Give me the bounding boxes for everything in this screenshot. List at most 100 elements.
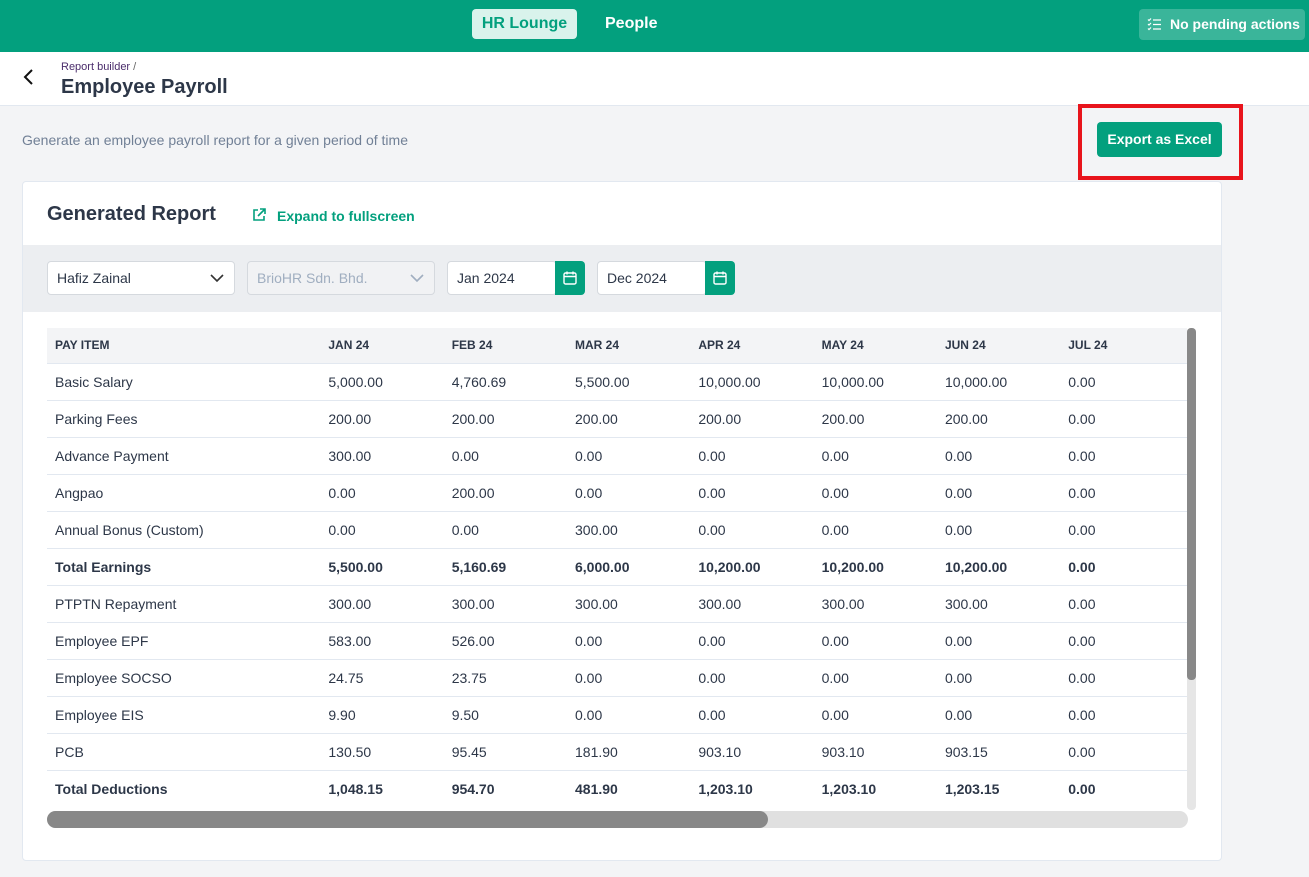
pay-item-cell: Advance Payment (47, 437, 321, 475)
table-row: PTPTN Repayment 300.00 300.00 300.00 300.00 3… (47, 585, 1187, 623)
amount-cell: 0.00 (1060, 622, 1184, 660)
chevron-down-icon (410, 274, 424, 283)
pay-item-cell: Parking Fees (47, 400, 321, 438)
amount-cell: 0.00 (1183, 733, 1187, 771)
amount-cell: 9.50 (443, 696, 567, 734)
amount-cell: 300.00 (936, 585, 1061, 623)
amount-cell: 200.00 (320, 400, 444, 438)
amount-cell: 200.00 (690, 400, 814, 438)
amount-cell: 0.00 (690, 622, 814, 660)
amount-cell: 0.00 (690, 511, 814, 549)
amount-cell: 0.00 (1183, 622, 1187, 660)
amount-cell: 10,000.00 (813, 363, 937, 401)
amount-cell: 0.00 (1060, 437, 1184, 475)
pay-item-cell: Annual Bonus (Custom) (47, 511, 321, 549)
start-date-value: Jan 2024 (457, 270, 515, 286)
pay-item-cell: Angpao (47, 474, 321, 512)
amount-cell: 0.00 (567, 696, 691, 734)
amount-cell: 200.00 (567, 400, 691, 438)
amount-cell: 300.00 (320, 437, 444, 475)
amount-cell: 0.00 (1183, 696, 1187, 734)
pending-actions-label: No pending actions (1170, 16, 1300, 32)
vertical-scrollbar-thumb[interactable] (1187, 328, 1196, 680)
amount-cell: 200.00 (936, 400, 1061, 438)
column-header-month: APR 24 (690, 328, 814, 364)
expand-fullscreen-label: Expand to fullscreen (277, 208, 415, 224)
amount-cell: 23.75 (443, 659, 567, 697)
amount-cell: 0.00 (443, 511, 567, 549)
amount-cell: 1,203.10 (690, 770, 814, 807)
start-date-input[interactable]: Jan 2024 (447, 261, 557, 295)
amount-cell: 0.00 (1060, 511, 1184, 549)
end-date-input[interactable]: Dec 2024 (597, 261, 707, 295)
pay-item-cell: Total Deductions (47, 770, 321, 807)
amount-cell: 4,760.69 (443, 363, 567, 401)
amount-cell: 0.00 (936, 696, 1061, 734)
breadcrumb-separator: / (133, 61, 137, 73)
back-arrow-icon[interactable] (18, 66, 40, 88)
amount-cell: 903.10 (690, 733, 814, 771)
amount-cell: 5,500.00 (320, 548, 444, 586)
pay-item-cell: Total Earnings (47, 548, 321, 586)
expand-fullscreen-link[interactable]: Expand to fullscreen (251, 208, 415, 224)
column-header-month: JAN 24 (320, 328, 444, 364)
amount-cell: 0.00 (690, 437, 814, 475)
column-header-month: MAR 24 (567, 328, 691, 364)
top-nav-bar: HR Lounge People No pending actions (0, 0, 1309, 52)
amount-cell: 5,500.00 (567, 363, 691, 401)
amount-cell: 0.00 (1183, 437, 1187, 475)
end-date-calendar-button[interactable] (705, 261, 735, 295)
amount-cell: 300.00 (813, 585, 937, 623)
page-description: Generate an employee payroll report for … (22, 132, 408, 148)
breadcrumb: Report builder / (61, 61, 136, 73)
amount-cell: 0.00 (1183, 363, 1187, 401)
filter-bar: Hafiz Zainal BrioHR Sdn. Bhd. Jan 2024 D… (23, 245, 1221, 312)
start-date-calendar-button[interactable] (555, 261, 585, 295)
amount-cell: 0.00 (320, 474, 444, 512)
table-row: Employee SOCSO 24.75 23.75 0.00 0.00 0.00 0.00… (47, 659, 1187, 697)
amount-cell: 200.00 (813, 400, 937, 438)
table-header-row: PAY ITEM JAN 24 FEB 24 MAR 24 APR 24 MAY 24 JU… (47, 328, 1187, 364)
employee-select-value: Hafiz Zainal (57, 270, 131, 286)
pay-item-cell: PCB (47, 733, 321, 771)
amount-cell: 130.50 (320, 733, 444, 771)
pending-actions-button[interactable]: No pending actions (1139, 9, 1305, 40)
amount-cell: 0.00 (813, 511, 937, 549)
column-header-month: JUL 24 (1060, 328, 1184, 364)
amount-cell: 903.15 (936, 733, 1061, 771)
tab-people[interactable]: People (605, 15, 658, 32)
column-header-month: JUN 24 (936, 328, 1061, 364)
amount-cell: 10,200.00 (813, 548, 937, 586)
table-row: Advance Payment 300.00 0.00 0.00 0.00 0.00 0.0… (47, 437, 1187, 475)
amount-cell: 0.00 (1060, 474, 1184, 512)
amount-cell: 0.00 (1183, 770, 1187, 807)
table-row: Parking Fees 200.00 200.00 200.00 200.00 200.… (47, 400, 1187, 438)
end-date-value: Dec 2024 (607, 270, 667, 286)
employee-select[interactable]: Hafiz Zainal (47, 261, 235, 295)
amount-cell: 0.00 (1183, 474, 1187, 512)
amount-cell: 954.70 (443, 770, 567, 807)
chevron-down-icon (210, 274, 224, 283)
table-row: Total Deductions 1,048.15 954.70 481.90 1,20… (47, 770, 1187, 807)
amount-cell: 526.00 (443, 622, 567, 660)
amount-cell: 5,160.69 (443, 548, 567, 586)
pay-item-cell: Employee EIS (47, 696, 321, 734)
pay-item-cell: Employee EPF (47, 622, 321, 660)
table-row: Employee EPF 583.00 526.00 0.00 0.00 0.00 0.00… (47, 622, 1187, 660)
amount-cell: 1,203.10 (813, 770, 937, 807)
report-title: Generated Report (47, 203, 216, 225)
amount-cell: 10,000.00 (936, 363, 1061, 401)
export-excel-button[interactable]: Export as Excel (1097, 122, 1222, 157)
amount-cell: 0.00 (813, 659, 937, 697)
horizontal-scrollbar-thumb[interactable] (47, 811, 768, 828)
amount-cell: 300.00 (443, 585, 567, 623)
amount-cell: 0.00 (567, 437, 691, 475)
tab-hr-lounge[interactable]: HR Lounge (472, 9, 577, 39)
column-header-month: MAY 24 (813, 328, 937, 364)
amount-cell: 0.00 (1060, 585, 1184, 623)
amount-cell: 0.00 (1060, 733, 1184, 771)
breadcrumb-report-builder[interactable]: Report builder (61, 61, 131, 73)
amount-cell: 300.00 (320, 585, 444, 623)
payroll-table: PAY ITEM JAN 24 FEB 24 MAR 24 APR 24 MAY 24 JU… (47, 328, 1187, 807)
